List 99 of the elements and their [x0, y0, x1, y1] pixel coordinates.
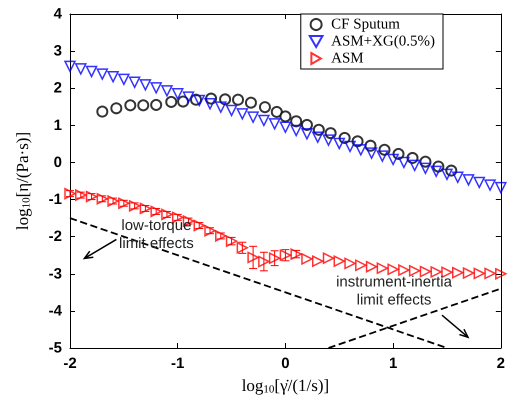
point: [96, 68, 108, 80]
point: [387, 154, 399, 166]
point: [86, 190, 98, 202]
point: [150, 98, 162, 111]
point: [334, 138, 346, 150]
point: [128, 200, 140, 212]
point: [355, 144, 367, 156]
point: [474, 268, 486, 280]
x-tick-label: 0: [281, 355, 290, 372]
y-tick-label: -1: [48, 191, 62, 208]
point: [398, 264, 410, 276]
y-tick-label: 2: [54, 80, 62, 97]
y-axis-title: log10[η/(Pa·s)]: [13, 132, 32, 230]
point: [344, 140, 356, 152]
point: [258, 256, 270, 268]
point: [376, 150, 388, 162]
legend-label: ASM+XG(0.5%): [331, 34, 436, 50]
point: [452, 266, 464, 278]
y-tick-label: 0: [54, 154, 62, 171]
point: [128, 76, 140, 88]
point: [96, 193, 108, 205]
point: [232, 94, 244, 106]
point: [322, 134, 334, 146]
point: [301, 253, 313, 265]
point: [495, 182, 507, 194]
point: [110, 102, 122, 114]
point: [408, 160, 420, 172]
point: [244, 96, 257, 109]
point: [107, 195, 119, 207]
point: [280, 121, 292, 133]
point: [118, 74, 130, 86]
point: [398, 156, 410, 168]
y-tick-label: -4: [48, 302, 63, 320]
point: [376, 262, 388, 274]
point: [420, 162, 432, 174]
point: [268, 118, 280, 130]
point: [86, 66, 98, 78]
point: [140, 79, 152, 91]
legend-label: CF Sputum: [331, 16, 400, 32]
point: [75, 63, 87, 75]
y-tick-label: 3: [54, 42, 62, 60]
y-tick-label: -5: [48, 340, 62, 356]
point: [387, 264, 399, 276]
point: [279, 110, 292, 122]
point: [150, 82, 162, 94]
point: [301, 128, 313, 140]
point: [452, 172, 464, 184]
annotation: low-torque limit effects: [119, 216, 194, 252]
point: [182, 91, 194, 103]
point: [236, 108, 248, 120]
point: [177, 96, 190, 108]
point: [194, 94, 205, 106]
x-tick-label: 1: [388, 355, 398, 372]
point: [430, 166, 442, 178]
point: [366, 260, 378, 272]
point: [462, 267, 474, 279]
point: [140, 202, 152, 214]
point: [150, 206, 162, 218]
point: [124, 99, 136, 112]
point: [312, 255, 324, 267]
point: [366, 147, 378, 159]
y-tick-label: 4: [54, 6, 63, 22]
point: [64, 60, 76, 72]
legend-label: ASM: [331, 50, 364, 66]
y-tick-label: -2: [48, 228, 62, 246]
point: [270, 106, 283, 118]
point: [484, 268, 496, 280]
point: [484, 179, 496, 191]
point: [172, 88, 184, 100]
point: [247, 252, 259, 264]
point: [462, 174, 474, 186]
point: [75, 189, 87, 201]
point: [441, 168, 453, 180]
point: [290, 124, 302, 136]
point: [334, 255, 346, 267]
point: [204, 98, 216, 110]
point: [258, 114, 270, 126]
point: [495, 268, 507, 280]
y-tick-label: 1: [54, 116, 62, 134]
point: [258, 101, 271, 114]
point: [118, 198, 130, 210]
point: [161, 85, 173, 97]
point: [247, 111, 259, 123]
x-tick-label: -1: [171, 355, 184, 372]
point: [107, 70, 119, 82]
point: [322, 252, 334, 264]
point: [355, 259, 367, 271]
point: [96, 106, 108, 118]
point: [137, 99, 150, 112]
point: [226, 104, 238, 116]
point: [64, 188, 76, 200]
point: [215, 101, 227, 113]
point: [474, 176, 486, 188]
point: [165, 96, 178, 108]
y-tick-label: -3: [48, 265, 62, 282]
x-tick-label: 2: [496, 355, 505, 372]
point: [312, 131, 324, 143]
annotation: instrument-inertia limit effects: [336, 274, 453, 309]
point: [344, 258, 356, 270]
